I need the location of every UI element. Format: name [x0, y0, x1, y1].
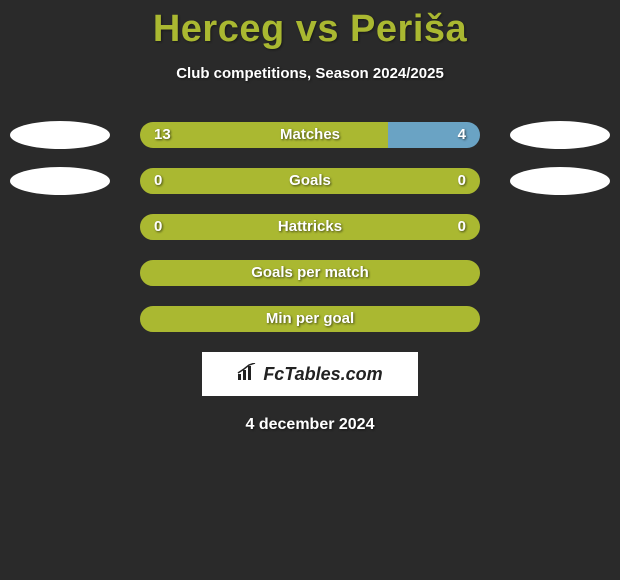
stat-label: Hattricks	[140, 214, 480, 240]
stat-label: Goals	[140, 168, 480, 194]
stat-label: Min per goal	[140, 306, 480, 332]
logo-box: FcTables.com	[202, 352, 418, 396]
player-avatar-right	[510, 121, 610, 149]
comparison-chart: 134Matches 00Goals 00Hattricks Goals per ma…	[0, 122, 620, 332]
bar-chart-icon	[237, 363, 259, 386]
logo-text: FcTables.com	[263, 364, 382, 385]
player-avatar-left	[10, 167, 110, 195]
page-subtitle: Club competitions, Season 2024/2025	[0, 65, 620, 82]
player-avatar-right	[510, 167, 610, 195]
stat-row: Goals per match	[0, 260, 620, 286]
footer-date: 4 december 2024	[0, 416, 620, 434]
stat-row: 00Goals	[0, 168, 620, 194]
page-title: Herceg vs Periša	[0, 0, 620, 51]
player-avatar-left	[10, 121, 110, 149]
stat-row: 134Matches	[0, 122, 620, 148]
stat-label: Goals per match	[140, 260, 480, 286]
stat-row: Min per goal	[0, 306, 620, 332]
stat-row: 00Hattricks	[0, 214, 620, 240]
stat-label: Matches	[140, 122, 480, 148]
